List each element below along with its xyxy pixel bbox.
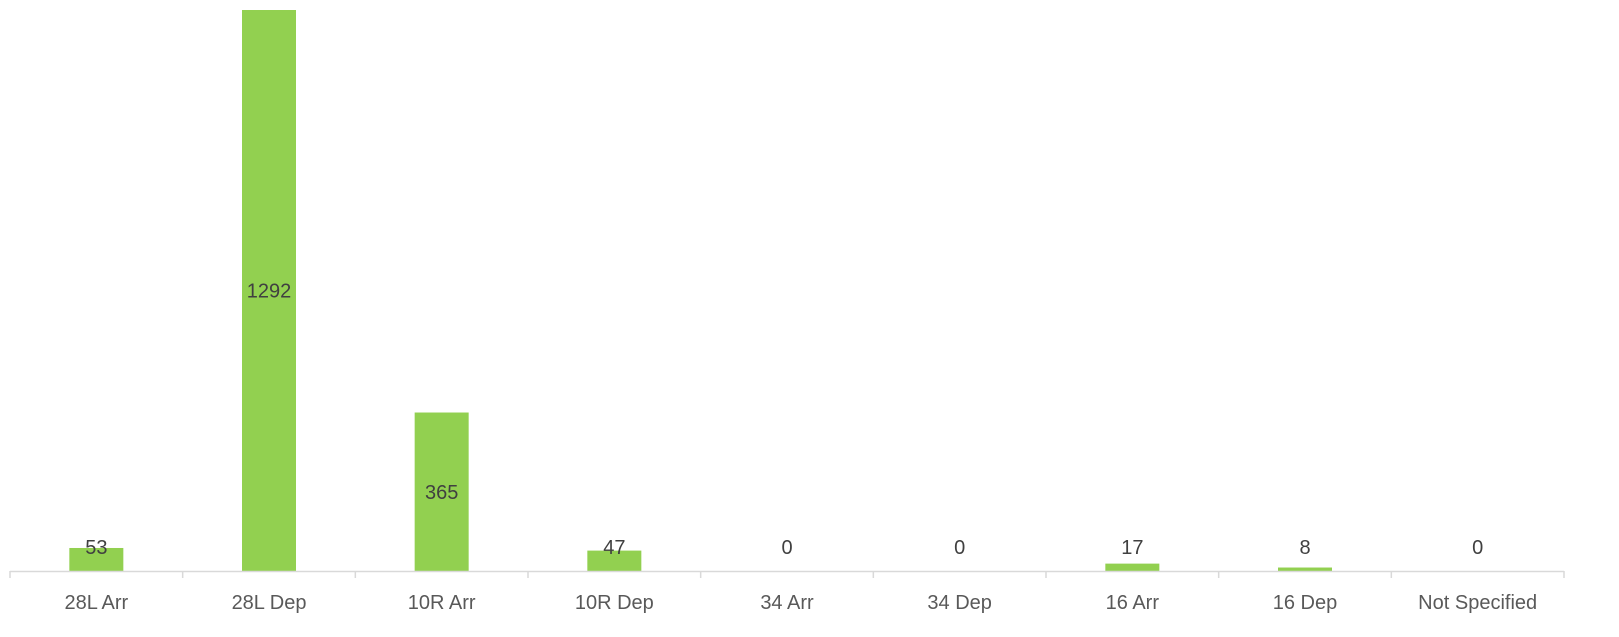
data-label-6: 0 [954,537,965,559]
data-label-7: 17 [1121,537,1143,559]
bar-4 [587,550,642,571]
data-label-4: 47 [603,537,625,559]
category-label-9: Not Specified [1418,592,1537,614]
x-axis: 28L Arr 28L Dep 10R Arr 10R Dep 34 Arr 34 Dep… [9,570,1565,614]
data-label-2: 1292 [247,281,292,303]
bar-1 [69,547,124,571]
category-label-2: 28L Dep [232,592,307,614]
bar-8 [1278,567,1332,571]
category-label-5: 34 Arr [760,592,814,614]
data-label-5: 0 [781,537,792,559]
data-labels: 53 1292 365 47 0 0 17 8 0 [85,281,1483,560]
bar-7 [1105,563,1160,571]
category-label-4: 10R Dep [575,592,654,614]
bar-2 [242,10,296,571]
data-label-8: 8 [1299,537,1310,559]
category-label-8: 16 Dep [1273,592,1338,614]
bars [69,10,1332,571]
category-label-3: 10R Arr [408,592,476,614]
data-label-9: 0 [1472,537,1483,559]
bar-3 [414,412,469,571]
category-label-7: 16 Arr [1106,592,1160,614]
category-label-1: 28L Arr [64,592,128,614]
data-label-3: 365 [425,482,458,504]
category-label-6: 34 Dep [927,592,992,614]
data-label-1: 53 [85,537,107,559]
